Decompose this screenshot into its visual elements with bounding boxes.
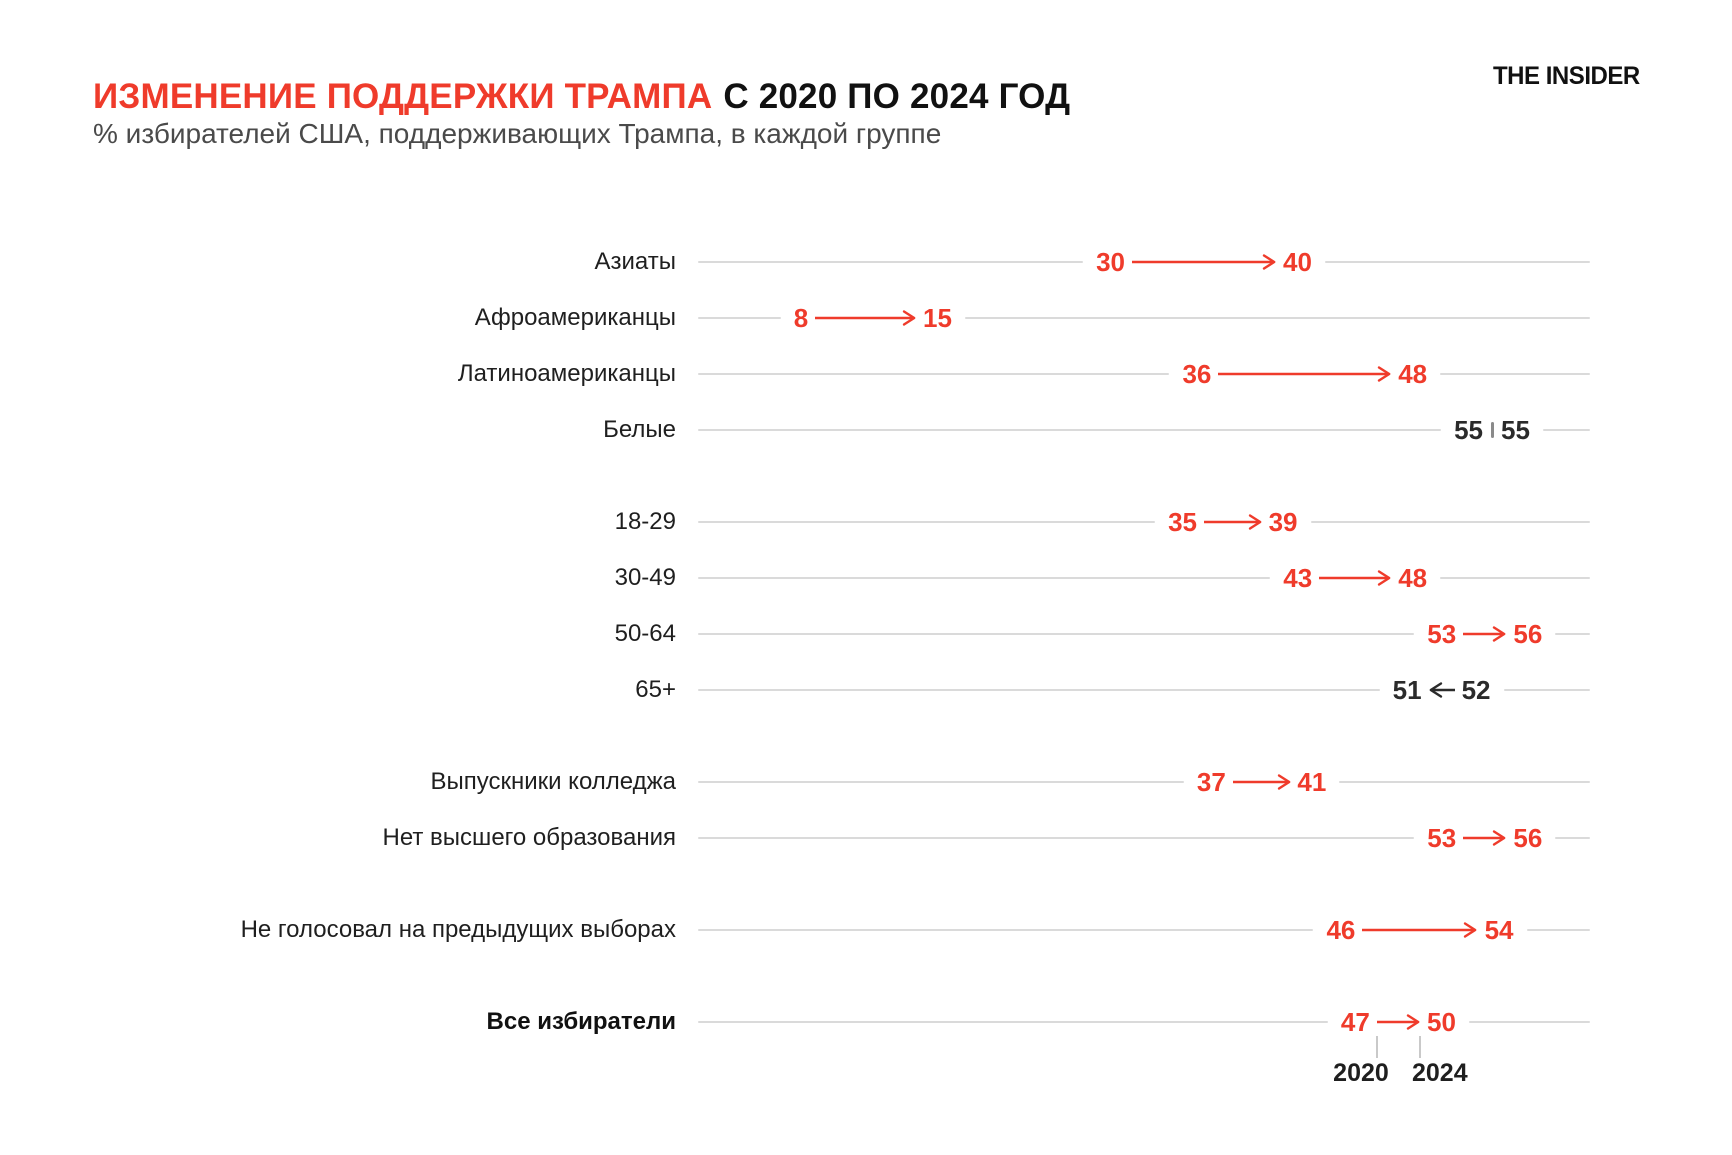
- row-label: Выпускники колледжа: [430, 768, 676, 795]
- row-baseline-left: [698, 317, 782, 319]
- value-2024: 39: [1268, 507, 1298, 537]
- trend-arrow-left-icon: [1429, 682, 1455, 698]
- row-baseline-left: [698, 373, 1170, 375]
- row-baseline-right: [1526, 929, 1590, 931]
- value-2020: 43: [1283, 563, 1313, 593]
- chart-row: Азиаты 30 40: [0, 234, 1732, 290]
- value-2020: 8: [793, 303, 809, 333]
- trend-arrow-right-icon: [1376, 1014, 1420, 1030]
- row-baseline-right: [1339, 781, 1590, 783]
- chart-row: Все избиратели 47 50 2020 2024: [0, 994, 1732, 1087]
- no-change-tick-icon: [1490, 422, 1494, 438]
- row-baseline-left: [698, 633, 1415, 635]
- trend-arrow-right-icon: [1204, 514, 1262, 530]
- value-2024: 40: [1283, 247, 1312, 277]
- trend-arrow-right-icon: [1463, 830, 1506, 846]
- row-label: 50-64: [614, 620, 676, 647]
- row-baseline-right: [1310, 521, 1590, 523]
- value-2020: 55: [1454, 415, 1483, 445]
- row-label: Афроамериканцы: [474, 304, 676, 331]
- value-2024: 15: [923, 303, 952, 333]
- row-baseline-right: [1555, 633, 1590, 635]
- row-label: Азиаты: [594, 248, 676, 275]
- value-2024: 48: [1398, 359, 1428, 389]
- page-title-accent: ИЗМЕНЕНИЕ ПОДДЕРЖКИ ТРАМПА: [93, 77, 713, 117]
- row-label: Все избиратели: [486, 1008, 676, 1035]
- value-2020: 35: [1168, 507, 1197, 537]
- trend-arrow-right-icon: [1362, 922, 1477, 938]
- value-2020: 53: [1427, 619, 1457, 649]
- value-2024: 50: [1427, 1007, 1456, 1037]
- value-2024: 55: [1501, 415, 1530, 445]
- row-label: Нет высшего образования: [382, 824, 676, 851]
- trend-arrow-right-icon: [1218, 366, 1391, 382]
- row-baseline-left: [698, 929, 1314, 931]
- row-label: 65+: [635, 676, 676, 703]
- row-label: Не голосовал на предыдущих выборах: [240, 916, 676, 943]
- row-baseline-left: [698, 429, 1441, 431]
- value-2020: 53: [1427, 823, 1457, 853]
- row-label: Латиноамериканцы: [457, 360, 676, 387]
- chart-row: 50-64 53 56: [0, 606, 1732, 662]
- trend-arrow-right-icon: [1232, 774, 1291, 790]
- trend-arrow-right-icon: [1463, 626, 1506, 642]
- page-subtitle: % избирателей США, поддерживающих Трампа…: [93, 118, 942, 149]
- row-baseline-right: [1440, 577, 1590, 579]
- value-2020: 52: [1461, 675, 1491, 705]
- chart-row: Латиноамериканцы 36 48: [0, 346, 1732, 402]
- value-2024: 51: [1392, 675, 1422, 705]
- trend-arrow-right-icon: [1319, 570, 1391, 586]
- value-2024: 48: [1398, 563, 1428, 593]
- row-baseline-right: [1543, 429, 1590, 431]
- row-baseline-right: [1440, 373, 1590, 375]
- row-baseline-right: [965, 317, 1590, 319]
- value-2020: 36: [1182, 359, 1212, 389]
- page-title: ИЗМЕНЕНИЕ ПОДДЕРЖКИ ТРАМПА С 2020 ПО 2024…: [93, 77, 1070, 117]
- chart-row: 30-49 43 48: [0, 550, 1732, 606]
- page-title-rest: С 2020 ПО 2024 ГОД: [723, 77, 1071, 117]
- value-2020: 37: [1196, 767, 1226, 797]
- value-2020: 46: [1326, 915, 1356, 945]
- value-2020: 30: [1096, 247, 1125, 277]
- year-label-2020: 2020: [1333, 1059, 1389, 1087]
- row-baseline-left: [698, 261, 1083, 263]
- value-2024: 56: [1513, 823, 1543, 853]
- row-baseline-left: [698, 781, 1184, 783]
- trend-arrow-right-icon: [815, 310, 916, 326]
- value-2024: 54: [1484, 915, 1514, 945]
- row-baseline-left: [698, 521, 1155, 523]
- row-baseline-right: [1503, 689, 1590, 691]
- row-baseline-left: [698, 837, 1415, 839]
- row-baseline-left: [698, 577, 1271, 579]
- year-connector-2020: [1375, 1036, 1378, 1058]
- year-connector-2024: [1419, 1036, 1421, 1058]
- row-baseline-left: [698, 1021, 1328, 1023]
- value-2024: 56: [1513, 619, 1543, 649]
- chart-row: Нет высшего образования 53 56: [0, 810, 1732, 866]
- row-baseline-right: [1555, 837, 1590, 839]
- row-baseline-right: [1469, 1021, 1590, 1023]
- value-2020: 47: [1340, 1007, 1370, 1037]
- trend-arrow-right-icon: [1132, 254, 1276, 270]
- row-label: Белые: [603, 416, 676, 443]
- row-baseline-right: [1325, 261, 1590, 263]
- row-label: 18-29: [614, 508, 676, 535]
- brand-logo: THE INSIDER: [1493, 62, 1640, 90]
- row-label: 30-49: [614, 564, 676, 591]
- chart-row: 65+ 51 52: [0, 662, 1732, 718]
- row-baseline-left: [698, 689, 1380, 691]
- chart-row: Не голосовал на предыдущих выборах 46 54: [0, 902, 1732, 958]
- chart-row: Афроамериканцы 8 15: [0, 290, 1732, 346]
- chart-row: Белые 55 55: [0, 402, 1732, 458]
- chart-row: Выпускники колледжа 37 41: [0, 754, 1732, 810]
- chart-row: 18-29 35 39: [0, 494, 1732, 550]
- year-label-2024: 2024: [1412, 1059, 1468, 1087]
- value-2024: 41: [1297, 767, 1327, 797]
